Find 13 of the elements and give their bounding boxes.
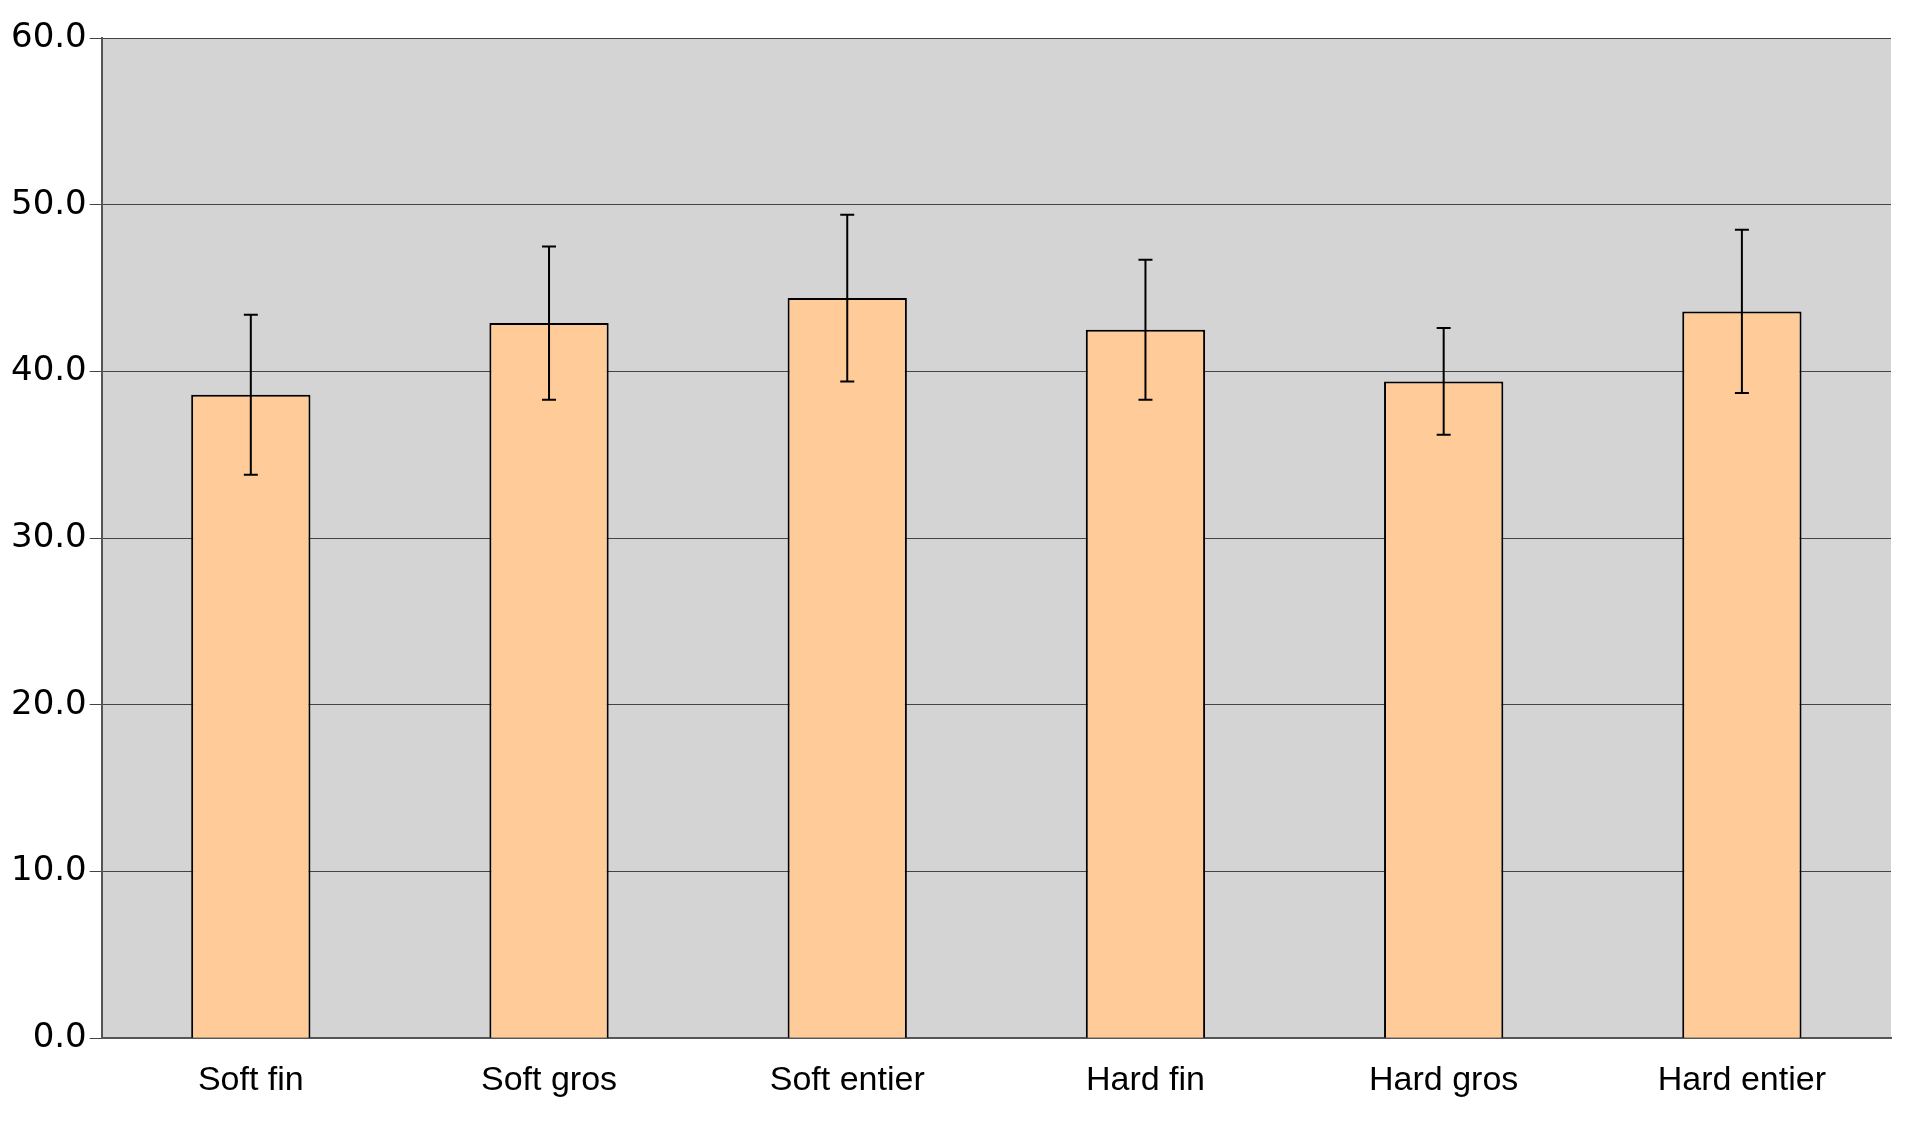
- y-tick-label: 30.0: [11, 514, 87, 555]
- x-tick-label: Hard gros: [1369, 1058, 1519, 1097]
- x-tick-label: Hard fin: [1085, 1058, 1205, 1097]
- y-tick-label: 40.0: [11, 348, 87, 389]
- x-tick-label: Soft entier: [769, 1058, 925, 1097]
- y-tick-label: 20.0: [11, 681, 87, 722]
- y-tick-label: 0.0: [32, 1015, 87, 1056]
- x-tick-label: Hard entier: [1657, 1058, 1826, 1097]
- y-tick-label: 50.0: [11, 181, 87, 222]
- y-tick-label: 60.0: [11, 14, 87, 55]
- x-tick-label: Soft gros: [480, 1058, 618, 1097]
- y-tick-label: 10.0: [11, 848, 87, 889]
- x-tick-label: Soft fin: [197, 1058, 304, 1097]
